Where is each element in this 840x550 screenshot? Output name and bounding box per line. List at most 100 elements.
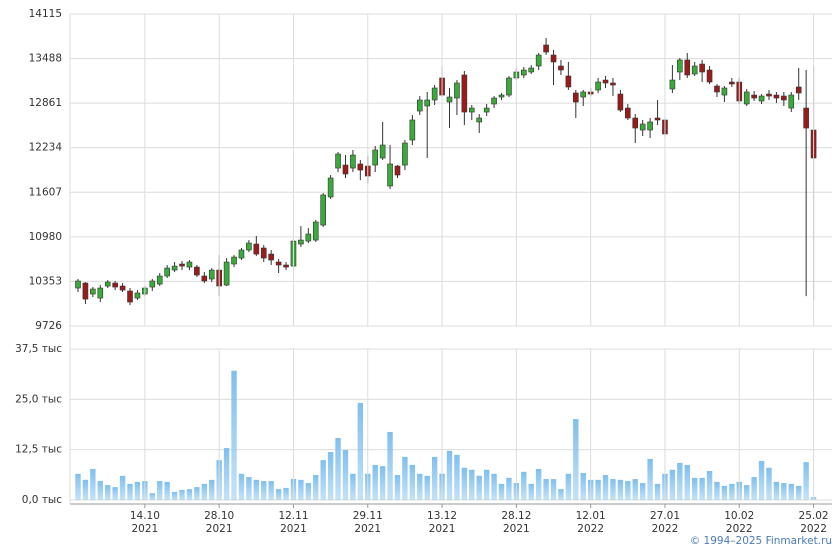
volume-bar [550, 479, 557, 500]
candle-body [729, 81, 735, 85]
volume-bar [625, 481, 631, 500]
x-tick-label: 10.02 2022 [724, 510, 755, 535]
candle-body [446, 96, 453, 103]
candle-body [773, 94, 780, 99]
volume-bar [246, 477, 252, 500]
candle-body [454, 82, 460, 99]
volume-bar [298, 479, 304, 500]
volume-bar [112, 487, 118, 500]
volume-bar [691, 477, 698, 500]
volume-bar [714, 481, 720, 500]
volume-bar [751, 477, 757, 500]
candle-body [535, 54, 542, 67]
volume-bar [528, 483, 534, 500]
volume-bar [313, 475, 319, 500]
candle-body [595, 81, 601, 91]
candle-body [335, 153, 341, 169]
candle-body [565, 75, 572, 88]
candle-body [82, 282, 89, 300]
candle-body [684, 59, 691, 76]
volume-bar [781, 483, 787, 500]
y-tick-label: 13488 [29, 53, 62, 65]
volume-bar [469, 469, 475, 500]
volume-bar [320, 460, 326, 500]
candle-body [253, 243, 260, 255]
volume-bar [803, 462, 809, 500]
volume-bar [379, 466, 386, 500]
volume-bar [75, 473, 81, 500]
volume-bar [335, 437, 341, 500]
candle-body [201, 275, 208, 282]
candle-body [186, 261, 193, 268]
candle-body [520, 69, 527, 76]
candle-body [104, 281, 111, 287]
y-tick-label: 12,5 тыс [15, 444, 62, 456]
volume-bar [721, 485, 728, 500]
candle-body [625, 107, 631, 119]
volume-bar [431, 456, 438, 500]
y-tick-label: 10980 [29, 231, 62, 243]
candle-body [275, 261, 282, 266]
candle-body [743, 91, 750, 105]
y-tick-label: 14115 [29, 8, 62, 20]
candle-body [758, 95, 765, 102]
candle-body [305, 233, 312, 242]
candle-body [580, 91, 587, 98]
volume-bar [491, 473, 497, 500]
candle-body [350, 154, 356, 169]
volume-bar [231, 370, 237, 500]
candle-body [327, 177, 334, 198]
volume-bar [372, 464, 378, 500]
candle-body [699, 63, 705, 73]
volume-bar [127, 483, 133, 500]
volume-bar [573, 419, 579, 500]
volume-bar [194, 487, 200, 500]
volume-bar [639, 483, 646, 500]
candle-body [468, 107, 475, 113]
volume-bar [677, 462, 683, 500]
volume-bar [164, 481, 170, 500]
candle-body [498, 94, 505, 98]
candle-body [483, 107, 490, 113]
volume-bar [461, 467, 468, 500]
candle-body [639, 123, 646, 131]
y-tick-label: 10353 [29, 275, 62, 287]
candle-body [706, 69, 713, 83]
volume-bar [699, 477, 705, 500]
volume-bar [758, 460, 765, 500]
volume-bar [654, 483, 661, 500]
candle-body [194, 266, 200, 276]
candle-body [112, 282, 118, 288]
candle-body [372, 149, 379, 166]
volume-bar [669, 469, 676, 500]
candle-body [781, 95, 787, 101]
volume-bar [506, 477, 512, 500]
candle-body [357, 163, 364, 171]
candle-body [691, 65, 698, 75]
x-tick-label: 13.12 2021 [427, 510, 458, 535]
volume-bar [253, 479, 260, 500]
candle-body [246, 242, 252, 251]
volume-bar [565, 473, 572, 500]
candle-body [550, 54, 557, 63]
candle-body [268, 253, 274, 261]
candle-body [171, 265, 178, 271]
candle-body [149, 280, 156, 288]
candle-body [379, 144, 386, 159]
volume-bar [483, 469, 490, 500]
y-tick-label: 11607 [29, 186, 62, 198]
candle-body [573, 92, 579, 103]
y-tick-label: 12861 [29, 97, 62, 109]
volume-bar [157, 481, 163, 500]
volume-bar [535, 468, 542, 500]
volume-bar [342, 450, 349, 500]
volume-bar [394, 475, 401, 500]
volume-bar [617, 479, 624, 500]
candle-body [803, 107, 809, 129]
candle-body [602, 79, 609, 84]
volume-bar [119, 475, 126, 500]
candle-body [394, 165, 401, 176]
volume-bar [788, 483, 794, 500]
volume-bar [261, 481, 267, 500]
volume-bar [275, 489, 282, 500]
